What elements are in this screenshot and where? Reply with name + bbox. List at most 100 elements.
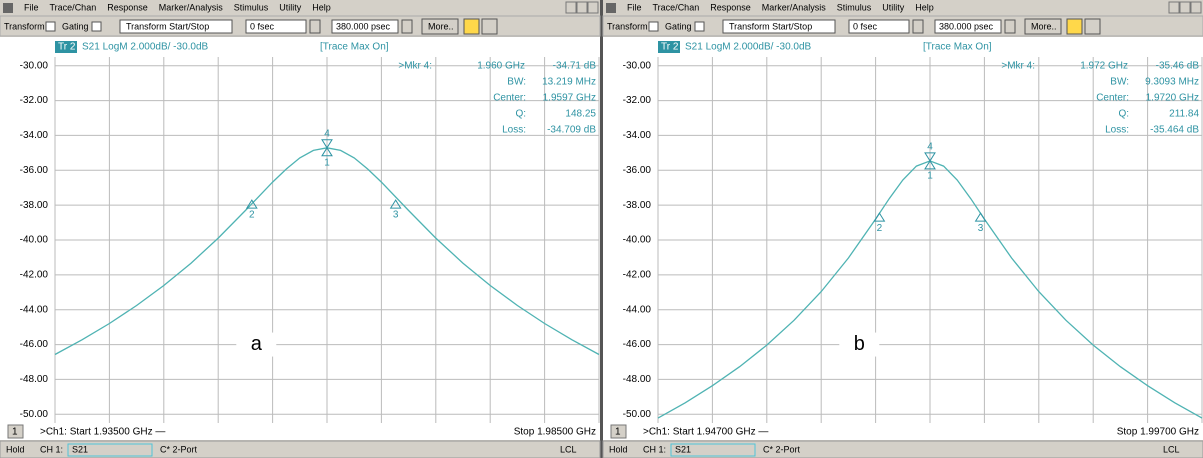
menu-item[interactable]: Stimulus [234,2,269,12]
y-tick-label: -34.00 [20,130,49,141]
window-button[interactable] [1191,2,1201,13]
menu-item[interactable]: Trace/Chan [653,2,700,12]
y-tick-label: -44.00 [20,304,49,315]
menu-item[interactable]: Marker/Analysis [762,2,827,12]
readout-label: Loss: [502,125,526,136]
readout-value: -35.464 dB [1150,125,1199,136]
spinner[interactable] [913,20,923,33]
y-tick-label: -38.00 [20,200,49,211]
y-tick-label: -40.00 [20,235,49,246]
chart-subtitle: [Trace Max On] [923,42,992,53]
dropdown-value: Transform Start/Stop [729,21,812,31]
marker-label: 1 [927,171,933,182]
vna-window: File Trace/Chan Response Marker/Analysis Sti… [603,2,1203,458]
readout-value: 1.9597 GHz [543,93,596,104]
menu-item[interactable]: Trace/Chan [50,2,97,12]
marker-label: 4 [927,142,933,153]
readout-label: BW: [1110,77,1129,88]
y-tick-label: -48.00 [623,374,652,385]
start-label: >Ch1: Start 1.94700 GHz — [643,427,768,438]
readout-label: Loss: [1105,125,1129,136]
y-tick-label: -30.00 [20,60,49,71]
close-button[interactable] [482,19,497,34]
stop-label: Stop 1.99700 GHz [1117,427,1199,438]
readout-value: -34.71 dB [553,61,597,72]
transform-label: Transform [607,21,648,31]
marker-label: 3 [978,223,984,234]
readout-label: >Mkr 4: [398,61,432,72]
menu-item[interactable]: Help [915,2,934,12]
stop-label: Stop 1.98500 GHz [514,427,596,438]
annotation: b [854,333,865,355]
window-button[interactable] [566,2,576,13]
status-cal: C* 2-Port [160,444,198,454]
window-button[interactable] [588,2,598,13]
status-lcl: LCL [560,444,577,454]
marker-label: 3 [393,210,399,221]
readout-value: 1.960 GHz [477,61,525,72]
readout-value: 9.3093 MHz [1145,77,1199,88]
menu-item[interactable]: File [24,2,39,12]
y-tick-label: -36.00 [623,165,652,176]
menu-item[interactable]: Stimulus [837,2,872,12]
chart-title: S21 LogM 2.000dB/ -30.0dB [685,42,812,53]
menu-item[interactable]: Response [710,2,751,12]
y-tick-label: -48.00 [20,374,49,385]
help-button[interactable] [1067,19,1082,34]
menu-item[interactable]: Utility [279,2,301,12]
status-hold: Hold [6,444,25,454]
gating-label: Gating [665,21,692,31]
button-label[interactable]: More.. [1031,21,1057,31]
readout-value: -35.46 dB [1156,61,1200,72]
dropdown-value: Transform Start/Stop [126,21,209,31]
menu-item[interactable]: Response [107,2,148,12]
readout-label: >Mkr 4: [1001,61,1035,72]
status-channel: CH 1: [40,444,63,454]
field-value: 380.000 psec [336,21,391,31]
app-icon [3,3,13,13]
menu-item[interactable]: Help [312,2,331,12]
y-tick-label: -30.00 [623,60,652,71]
spinner[interactable] [402,20,412,33]
readout-label: Center: [493,93,526,104]
spinner[interactable] [310,20,320,33]
window-button[interactable] [577,2,587,13]
status-param: S21 [675,444,691,454]
readout-value: 1.9720 GHz [1146,93,1199,104]
spinner[interactable] [1005,20,1015,33]
menu-item[interactable]: File [627,2,642,12]
window-button[interactable] [1180,2,1190,13]
app-icon [606,3,616,13]
readout-label: BW: [507,77,526,88]
status-hold: Hold [609,444,628,454]
checkbox[interactable] [46,22,55,31]
screenshot: File Trace/Chan Response Marker/Analysis Sti… [0,0,1203,458]
y-tick-label: -50.00 [20,409,49,420]
trace-tag: Tr 2 [661,42,679,53]
window-button[interactable] [1169,2,1179,13]
y-tick-label: -32.00 [20,95,49,106]
field-value: 0 fsec [250,21,275,31]
checkbox[interactable] [92,22,101,31]
y-tick-label: -50.00 [623,409,652,420]
vna-window: File Trace/Chan Response Marker/Analysis Sti… [0,2,600,458]
y-tick-label: -42.00 [20,269,49,280]
y-tick-label: -36.00 [20,165,49,176]
readout-label: Center: [1096,93,1129,104]
menu-item[interactable]: Marker/Analysis [159,2,224,12]
y-tick-label: -40.00 [623,235,652,246]
readout-value: 148.25 [565,109,596,120]
button-label[interactable]: More.. [428,21,454,31]
trace-tag: Tr 2 [58,42,76,53]
start-label: >Ch1: Start 1.93500 GHz — [40,427,165,438]
checkbox[interactable] [649,22,658,31]
chart-title: S21 LogM 2.000dB/ -30.0dB [82,42,209,53]
close-button[interactable] [1085,19,1100,34]
marker-label: 4 [324,128,330,139]
menu-item[interactable]: Utility [882,2,904,12]
status-channel: CH 1: [643,444,666,454]
y-tick-label: -46.00 [623,339,652,350]
help-button[interactable] [464,19,479,34]
channel-number: 1 [12,427,18,438]
checkbox[interactable] [695,22,704,31]
